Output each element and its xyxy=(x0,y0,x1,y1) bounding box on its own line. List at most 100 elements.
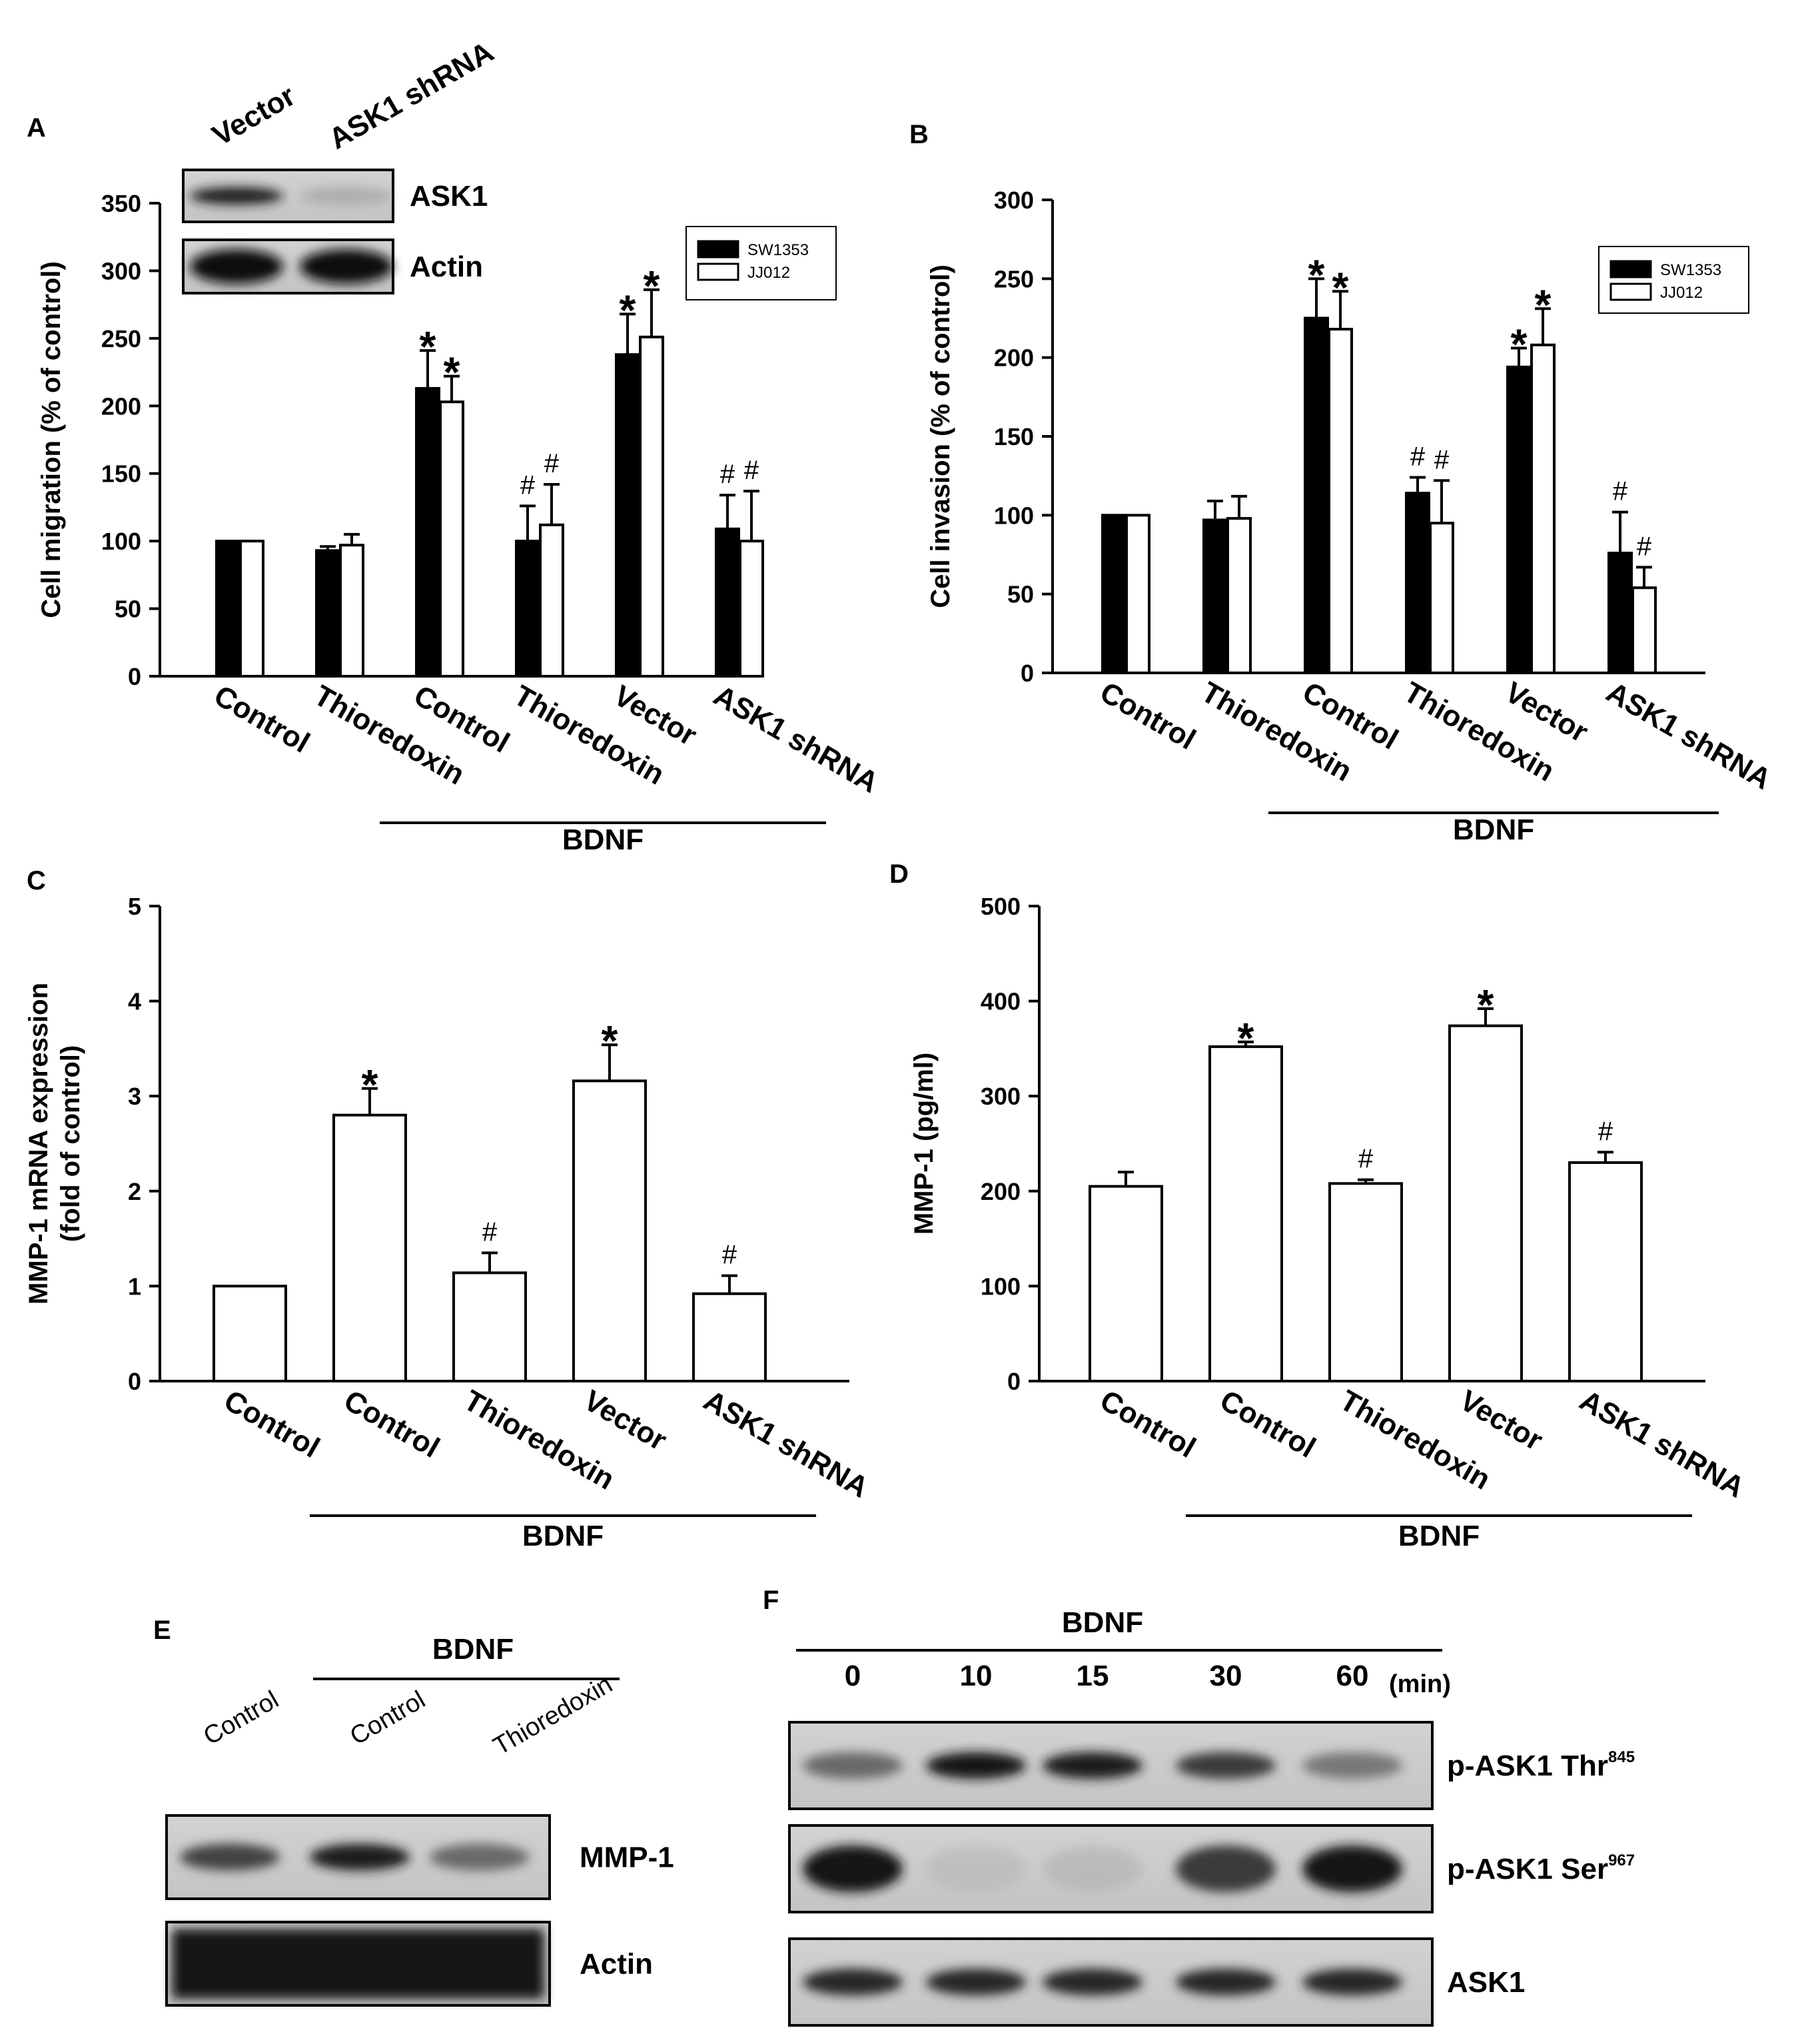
bar xyxy=(1328,328,1353,675)
chart-panel-b: 0 50 100 150 200 250 300 Cell invasion (% of co… xyxy=(926,187,1777,846)
bar xyxy=(339,544,364,678)
western-blot-a: Vector ASK1 shRNA ASK1 Actin xyxy=(182,35,500,294)
time-point-label: 15 xyxy=(1077,1660,1109,1692)
y-tick-label: 200 xyxy=(981,1178,1021,1205)
blot-band xyxy=(300,249,393,284)
blot-lane-label: ASK1 shRNA xyxy=(324,35,500,156)
legend-label: SW1353 xyxy=(1660,261,1721,279)
y-tick-label: 200 xyxy=(994,344,1034,372)
legend-label: JJ012 xyxy=(1660,284,1703,302)
category-label: Control xyxy=(1095,676,1201,756)
y-tick-label: 500 xyxy=(981,893,1021,920)
blot-band xyxy=(1302,1845,1402,1892)
bar xyxy=(239,540,264,678)
y-tick-label: 300 xyxy=(101,257,141,284)
bar xyxy=(1226,517,1252,674)
blot-band xyxy=(1176,1969,1276,1995)
blot-band xyxy=(926,1845,1026,1892)
panel-letter-e: E xyxy=(153,1616,171,1645)
legend-swatch xyxy=(697,262,739,281)
blot-lane-label: Vector xyxy=(207,79,301,153)
legend-label: SW1353 xyxy=(747,241,809,259)
blot-band xyxy=(180,1843,280,1871)
bar xyxy=(1506,365,1532,674)
blot-group-label: BDNF xyxy=(1062,1606,1143,1639)
bar xyxy=(1607,552,1633,675)
category-label: ASK1 shRNA xyxy=(698,1384,874,1504)
bar xyxy=(615,353,640,678)
blot-row-label: Actin xyxy=(580,1948,653,1981)
blot-group-label: BDNF xyxy=(432,1633,514,1666)
bar xyxy=(1202,518,1228,675)
significance-star: * xyxy=(1511,320,1528,368)
category-label: ASK1 shRNA xyxy=(708,679,884,799)
blot-band xyxy=(926,1752,1026,1779)
significance-star: * xyxy=(444,348,460,396)
bar xyxy=(639,335,664,678)
category-label: ASK1 shRNA xyxy=(1574,1384,1750,1504)
blot-band xyxy=(1302,1969,1402,1995)
y-tick-label: 1 xyxy=(128,1273,141,1300)
blot-row-label-text: p-ASK1 Ser xyxy=(1447,1853,1608,1885)
blot-row-label-text: p-ASK1 Thr xyxy=(1447,1750,1608,1782)
significance-star: * xyxy=(362,1061,378,1109)
significance-hash: # xyxy=(1434,445,1450,474)
bar xyxy=(715,527,740,678)
chart-panel-c: 0 1 2 3 4 5 MMP-1 mRNA expression (fold of cont… xyxy=(24,893,874,1552)
bar xyxy=(515,540,540,678)
significance-hash: # xyxy=(544,449,560,478)
significance-star: * xyxy=(1478,981,1494,1029)
blot-row-label: Actin xyxy=(410,251,483,283)
y-axis-label: (fold of control) xyxy=(56,1045,85,1242)
blot-band xyxy=(300,187,393,205)
bar xyxy=(739,540,764,678)
category-label: Control xyxy=(219,1384,325,1464)
time-point-label: 30 xyxy=(1210,1660,1242,1692)
significance-star: * xyxy=(602,1017,618,1065)
blot-row-label-text: ASK1 xyxy=(1447,1966,1525,1999)
blot-lane-label: Control xyxy=(199,1686,284,1751)
bar xyxy=(213,1284,287,1383)
blot-band xyxy=(1043,1845,1142,1892)
category-label: Control xyxy=(338,1384,445,1464)
y-tick-label: 0 xyxy=(1007,1368,1021,1395)
y-tick-label: 2 xyxy=(128,1178,141,1205)
group-label: BDNF xyxy=(1453,813,1534,846)
chart-panel-d: 0 100 200 300 400 500 MMP-1 (pg/ml) Control * Con… xyxy=(909,893,1750,1552)
significance-star: * xyxy=(620,286,636,334)
bar xyxy=(1448,1024,1523,1382)
time-unit-label: (min) xyxy=(1389,1670,1451,1698)
y-tick-label: 400 xyxy=(981,988,1021,1015)
bar xyxy=(439,400,464,678)
y-axis-label: MMP-1 (pg/ml) xyxy=(909,1053,939,1235)
bar xyxy=(1208,1045,1283,1382)
blot-row-superscript: 845 xyxy=(1608,1748,1635,1766)
group-label: BDNF xyxy=(562,823,644,856)
blot-row-label: ASK1 xyxy=(1447,1966,1525,1999)
blot-row-label: ASK1 xyxy=(410,180,488,213)
legend-label: JJ012 xyxy=(747,264,790,282)
bar xyxy=(1089,1185,1163,1383)
y-axis-label: Cell invasion (% of control) xyxy=(926,264,955,608)
y-tick-label: 350 xyxy=(101,190,141,217)
y-axis-label: MMP-1 mRNA expression xyxy=(24,983,53,1304)
blot-band xyxy=(1176,1845,1276,1892)
y-tick-label: 150 xyxy=(101,460,141,488)
y-tick-label: 200 xyxy=(101,392,141,420)
panel-letter-d: D xyxy=(889,859,909,889)
bar xyxy=(1328,1182,1403,1382)
category-label: Control xyxy=(1095,1384,1201,1464)
bar xyxy=(1631,586,1657,675)
bar xyxy=(1125,514,1150,674)
y-tick-label: 250 xyxy=(994,265,1034,292)
bar xyxy=(1304,316,1329,674)
blot-band xyxy=(1302,1752,1402,1779)
significance-hash: # xyxy=(722,1241,737,1270)
bar xyxy=(1429,522,1454,675)
y-tick-label: 100 xyxy=(981,1273,1021,1300)
blot-band xyxy=(803,1969,903,1995)
legend-box xyxy=(1598,246,1749,314)
y-tick-label: 100 xyxy=(101,528,141,555)
significance-hash: # xyxy=(720,460,735,489)
